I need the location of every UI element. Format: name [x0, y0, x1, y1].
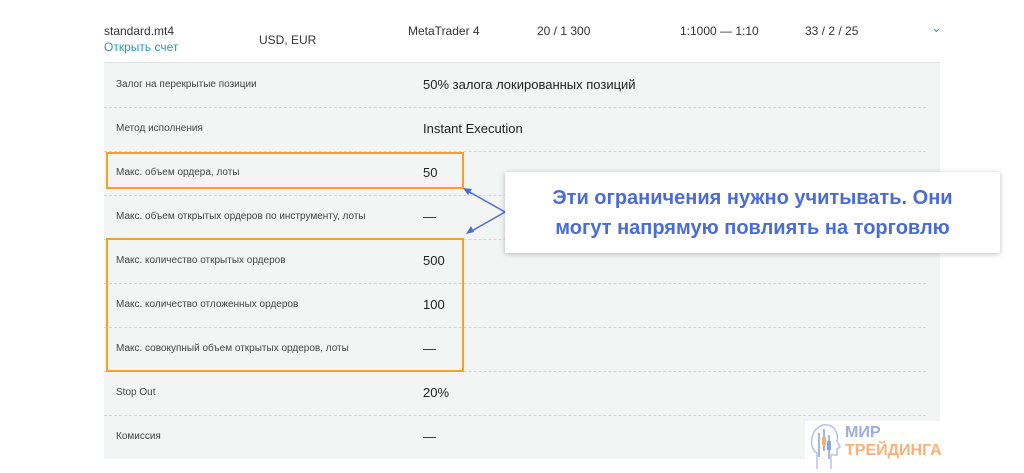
row-value: 50% залога локированных позиций	[423, 77, 636, 92]
logo: МИР ТРЕЙДИНГА	[805, 421, 955, 473]
row-label: Макс. объем ордера, лоты	[116, 167, 240, 178]
row-label: Метод исполнения	[116, 123, 203, 134]
logo-text-top: МИР	[845, 424, 881, 441]
detail-row: Макс. количество отложенных ордеров 100	[104, 283, 926, 328]
currencies: USD, EUR	[259, 33, 317, 47]
callout-note: Эти ограничения нужно учитывать. Они мог…	[505, 172, 1000, 253]
row-label: Комиссия	[116, 431, 161, 442]
account-name: standard.mt4	[104, 24, 175, 38]
row-label: Макс. совокупный объем открытых ордеров,…	[116, 343, 349, 354]
detail-row: Stop Out 20%	[104, 371, 926, 416]
highlight-box-order-limits	[106, 238, 464, 372]
leverage: 1:1000 — 1:10	[680, 24, 759, 38]
row-value: 100	[423, 297, 445, 312]
logo-text-bottom: ТРЕЙДИНГА	[845, 442, 942, 459]
row-label: Макс. количество отложенных ордеров	[116, 299, 299, 310]
detail-row: Комиссия —	[104, 415, 926, 459]
row-label: Stop Out	[116, 387, 156, 398]
detail-row: Метод исполнения Instant Execution	[104, 107, 926, 152]
details-panel: Залог на перекрытые позиции 50% залога ло…	[104, 62, 940, 459]
open-account-link[interactable]: Открыть счет	[104, 40, 179, 54]
row-value: 50	[423, 165, 438, 180]
head-chart-icon	[810, 424, 841, 469]
row-value: 20%	[423, 385, 450, 400]
row-label: Макс. количество открытых ордеров	[116, 255, 286, 266]
row-value: —	[423, 209, 436, 224]
chevron-down-icon[interactable]: ⌄	[931, 20, 942, 35]
callout-line-1: Эти ограничения нужно учитывать. Они	[552, 187, 953, 209]
row-value: Instant Execution	[423, 121, 523, 136]
highlight-box-max-order	[106, 152, 464, 189]
row-label: Залог на перекрытые позиции	[116, 79, 257, 90]
detail-row: Макс. количество открытых ордеров 500	[104, 239, 926, 284]
row-value: 500	[423, 253, 445, 268]
detail-row: Залог на перекрытые позиции 50% залога ло…	[104, 63, 926, 108]
platform: MetaTrader 4	[408, 24, 480, 38]
row-value: —	[423, 429, 436, 444]
detail-row: Макс. совокупный объем открытых ордеров,…	[104, 327, 926, 372]
row-label: Макс. объем открытых ордеров по инструме…	[116, 211, 366, 222]
col-6-value: 33 / 2 / 25	[805, 24, 859, 38]
arrows-icon	[463, 188, 506, 234]
row-value: —	[423, 341, 436, 356]
callout-line-2: могут напрямую повлиять на торговлю	[555, 217, 950, 239]
col-4-value: 20 / 1 300	[537, 24, 591, 38]
